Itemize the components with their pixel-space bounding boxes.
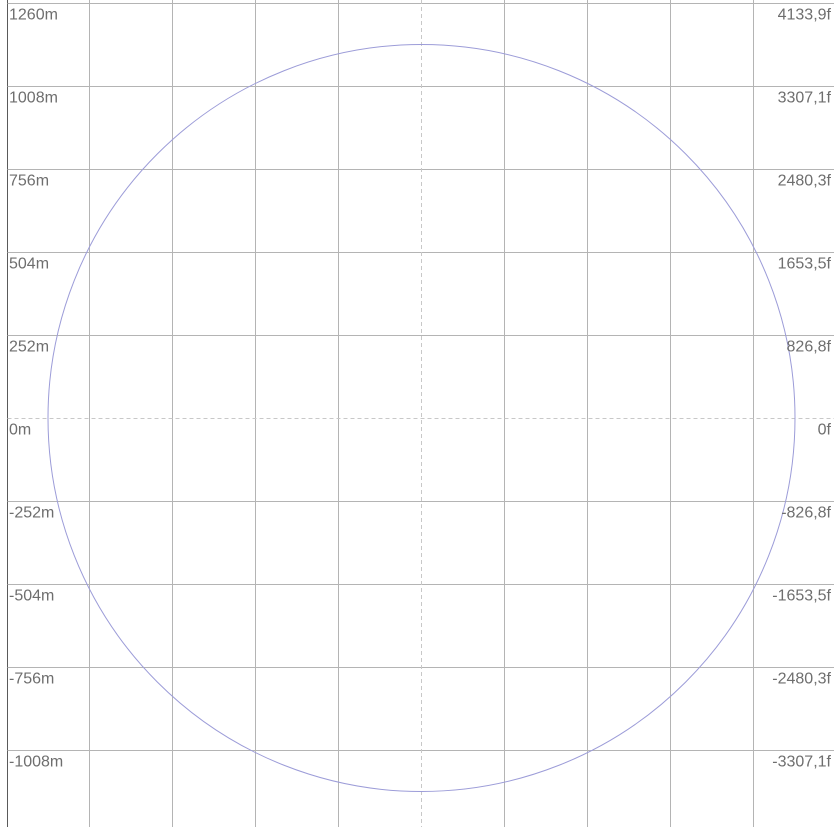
left-axis-label: -756m — [9, 671, 54, 688]
left-axis-label: -504m — [9, 588, 54, 605]
left-axis-label: 756m — [9, 173, 49, 190]
axis-labels: 1260m 4133,9f 1008m 3307,1f 756m 2480,3f 504m 1… — [9, 7, 832, 771]
center-crosshair — [7, 0, 834, 827]
range-circle — [47, 44, 796, 792]
right-axis-label: -1653,5f — [772, 588, 831, 605]
right-axis-label: 3307,1f — [778, 90, 832, 107]
right-axis-label: -2480,3f — [772, 671, 831, 688]
left-axis-label: -252m — [9, 505, 54, 522]
right-axis-label: -3307,1f — [772, 754, 831, 771]
right-axis-label: 826,8f — [787, 339, 832, 356]
left-axis-label: 0m — [9, 422, 31, 439]
left-axis-label: 504m — [9, 256, 49, 273]
left-axis-label: 1008m — [9, 90, 58, 107]
grid-lines — [7, 0, 834, 827]
right-axis-label: -826,8f — [781, 505, 831, 522]
right-axis-label: 2480,3f — [778, 173, 832, 190]
left-axis-label: 1260m — [9, 7, 58, 24]
right-axis-label: 1653,5f — [778, 256, 832, 273]
left-axis-label: -1008m — [9, 754, 63, 771]
left-axis-label: 252m — [9, 339, 49, 356]
right-axis-label: 0f — [818, 422, 832, 439]
right-axis-label: 4133,9f — [778, 7, 832, 24]
